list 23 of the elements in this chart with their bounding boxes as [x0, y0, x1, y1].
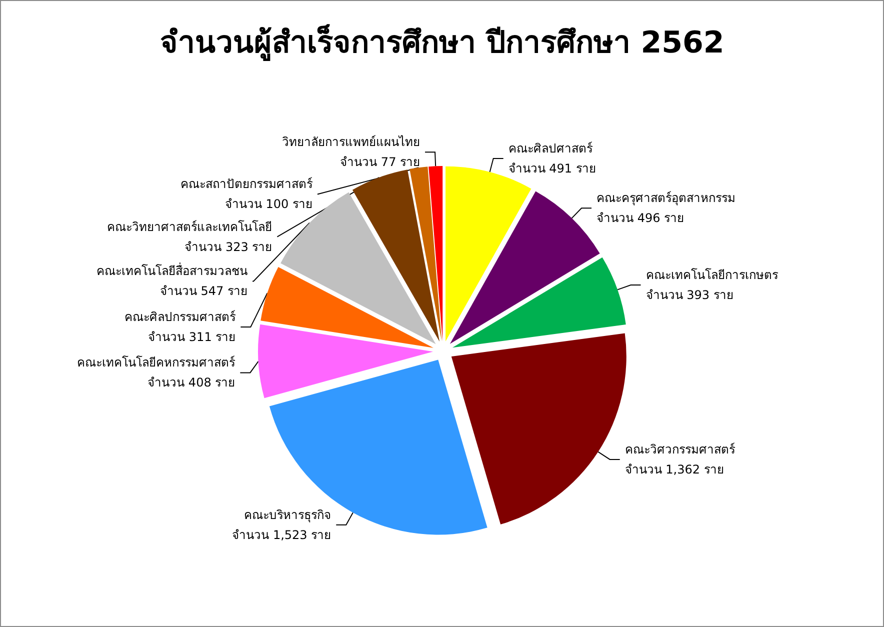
- data-label: จำนวน 393 ราย: [646, 288, 734, 302]
- slice-label: คณะบริหารธุรกิจ: [244, 508, 332, 523]
- data-label: จำนวน 1,523 ราย: [232, 528, 332, 542]
- chart-title: จำนวนผู้สำเร็จการศึกษา ปีการศึกษา 2562: [160, 24, 724, 62]
- slice-label: คณะวิทยาศาสตร์และเทคโนโลยี: [107, 220, 272, 234]
- data-label: จำนวน 77 ราย: [340, 155, 420, 170]
- data-label: จำนวน 496 ราย: [596, 211, 684, 226]
- data-label: จำนวน 311 ราย: [148, 330, 236, 344]
- slice-label: คณะศิลปกรรมศาสตร์: [124, 310, 237, 324]
- data-label: จำนวน 491 ราย: [508, 161, 596, 176]
- data-label: จำนวน 100 ราย: [224, 197, 312, 212]
- slice-label: วิทยาลัยการแพทย์แผนไทย: [282, 135, 420, 150]
- slice-label: คณะเทคโนโลยีการเกษตร: [646, 268, 779, 282]
- slice-label: คณะครุศาสตร์อุตสาหกรรม: [596, 191, 736, 206]
- data-label: จำนวน 323 ราย: [184, 240, 272, 254]
- data-label: จำนวน 1,362 ราย: [624, 462, 724, 476]
- data-label: จำนวน 547 ราย: [160, 284, 248, 298]
- slice-label: คณะสถาปัตยกรรมศาสตร์: [180, 177, 314, 192]
- slice-label: คณะเทคโนโลยีสื่อสารมวลชน: [96, 262, 248, 278]
- slice-label: คณะศิลปศาสตร์: [508, 141, 594, 156]
- slice-label: คณะเทคโนโลยีคหกรรมศาสตร์: [77, 356, 236, 370]
- data-label: จำนวน 408 ราย: [148, 376, 236, 390]
- slice-label: คณะวิศวกรรมศาสตร์: [624, 442, 736, 456]
